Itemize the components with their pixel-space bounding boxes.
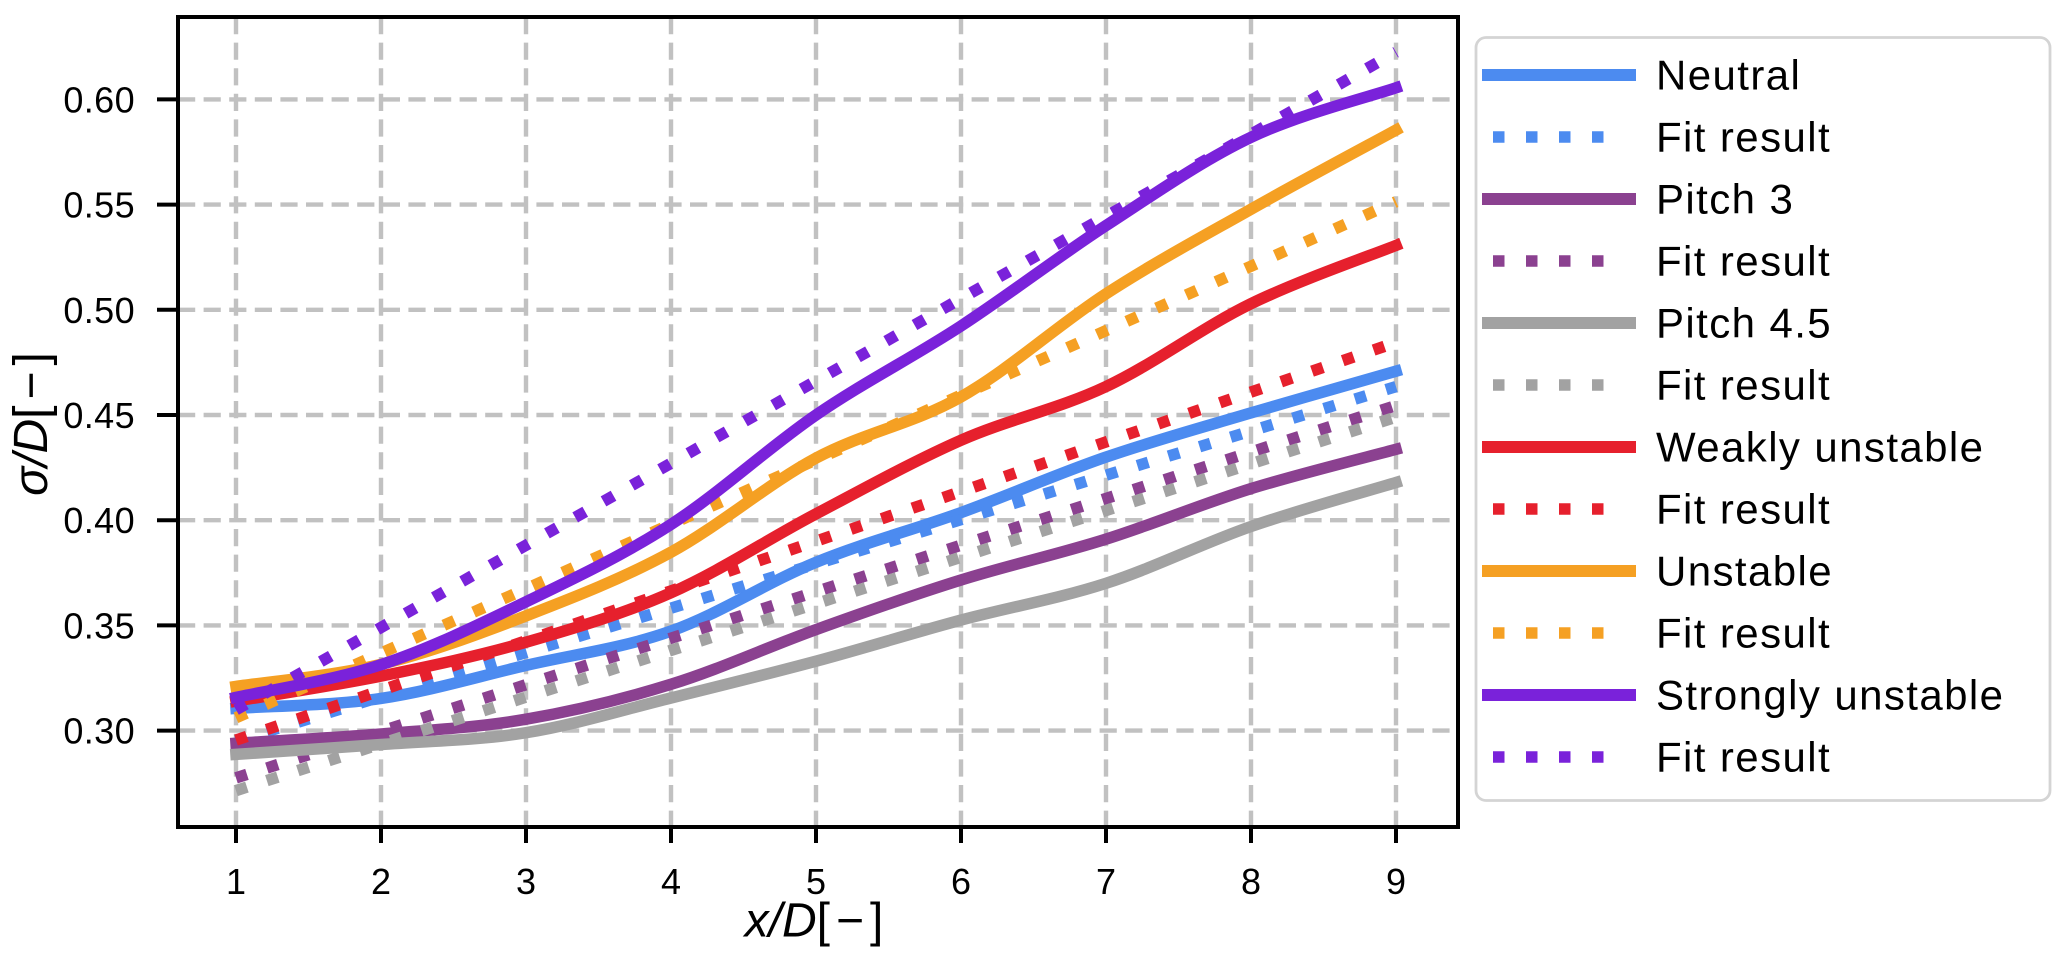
svg-text:0.60: 0.60 xyxy=(63,79,135,120)
svg-text:Fit result: Fit result xyxy=(1656,114,1831,161)
svg-text:0.30: 0.30 xyxy=(63,711,135,752)
svg-text:Fit result: Fit result xyxy=(1656,362,1831,409)
svg-text:0.35: 0.35 xyxy=(63,605,135,646)
svg-text:7: 7 xyxy=(1096,861,1116,902)
svg-text:0.40: 0.40 xyxy=(63,500,135,541)
svg-text:Unstable: Unstable xyxy=(1656,548,1833,595)
svg-text:Fit result: Fit result xyxy=(1656,238,1831,285)
svg-text:σ/D[−]: σ/D[−] xyxy=(5,352,58,496)
svg-text:0.45: 0.45 xyxy=(63,395,135,436)
svg-text:0.50: 0.50 xyxy=(63,290,135,331)
svg-text:1: 1 xyxy=(226,861,246,902)
svg-text:2: 2 xyxy=(371,861,391,902)
svg-text:Pitch 3: Pitch 3 xyxy=(1656,176,1794,223)
svg-text:Fit result: Fit result xyxy=(1656,610,1831,657)
svg-text:3: 3 xyxy=(516,861,536,902)
svg-text:9: 9 xyxy=(1386,861,1406,902)
svg-text:8: 8 xyxy=(1241,861,1261,902)
svg-text:4: 4 xyxy=(661,861,681,902)
svg-text:Neutral: Neutral xyxy=(1656,52,1801,99)
svg-text:Pitch 4.5: Pitch 4.5 xyxy=(1656,300,1832,347)
svg-text:Fit result: Fit result xyxy=(1656,486,1831,533)
svg-text:Strongly unstable: Strongly unstable xyxy=(1656,672,2004,719)
svg-text:Weakly unstable: Weakly unstable xyxy=(1656,424,1984,471)
svg-text:Fit result: Fit result xyxy=(1656,734,1831,781)
svg-text:5: 5 xyxy=(806,861,826,902)
svg-text:0.55: 0.55 xyxy=(63,185,135,226)
svg-text:x/D[−]: x/D[−] xyxy=(743,895,884,948)
svg-text:6: 6 xyxy=(951,861,971,902)
